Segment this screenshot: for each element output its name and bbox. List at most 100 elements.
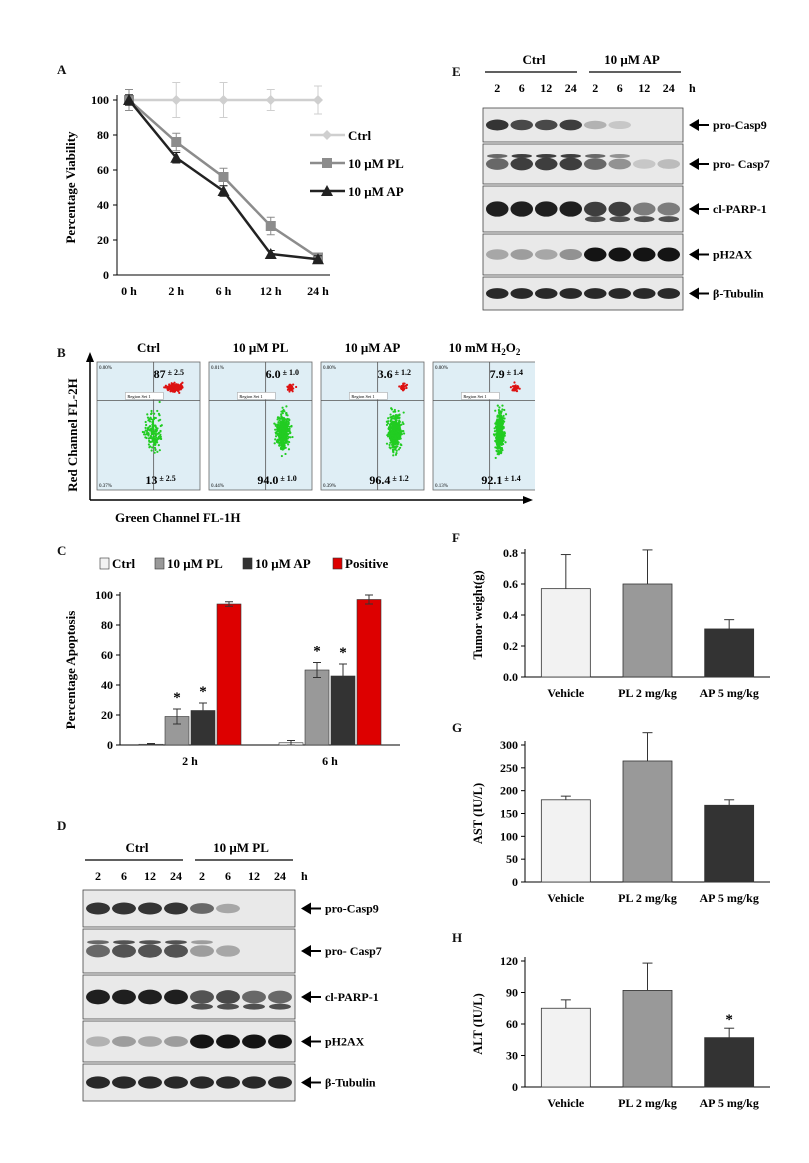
green-event	[402, 411, 405, 414]
band-arrow-head	[301, 1035, 311, 1048]
band-arrow-head	[689, 203, 699, 215]
green-event	[156, 450, 159, 453]
panel-label-f: F	[452, 530, 460, 545]
green-event	[497, 447, 500, 450]
protein-band-upper	[560, 154, 582, 158]
band-arrow-head	[689, 287, 699, 300]
green-event	[148, 420, 152, 423]
protein-band-upper	[609, 154, 631, 158]
protein-band	[112, 902, 136, 915]
green-event	[150, 429, 153, 432]
green-event	[282, 428, 286, 431]
protein-band-upper	[113, 940, 135, 945]
legend-label: 10 μM PL	[348, 156, 404, 171]
protein-band	[112, 989, 136, 1005]
green-event	[144, 426, 147, 429]
green-event	[391, 443, 394, 446]
red-event	[515, 387, 518, 390]
bar	[216, 603, 242, 746]
green-events	[273, 405, 294, 458]
y-tick-label: 30	[506, 1049, 518, 1063]
band-label: pH2AX	[713, 248, 753, 262]
green-event	[283, 422, 286, 425]
green-event	[393, 423, 396, 426]
green-event	[286, 437, 289, 440]
green-event	[154, 416, 157, 420]
region-label-box	[125, 392, 164, 400]
time-point-label: 2	[494, 81, 500, 95]
cleaved-band	[243, 1003, 265, 1010]
red-event	[286, 385, 289, 388]
cleaved-band	[658, 216, 680, 223]
protein-band	[190, 903, 214, 914]
y-axis-label: Red Channel FL-2H	[65, 378, 80, 491]
panel-label-a: A	[57, 62, 67, 77]
data-point	[265, 95, 276, 105]
y-tick-label: 60	[506, 1017, 518, 1031]
flow-plot-background	[96, 361, 201, 491]
green-event	[276, 439, 279, 442]
green-event	[156, 409, 159, 413]
green-event	[274, 435, 278, 438]
x-tick-label: PL 2 mg/kg	[618, 891, 677, 905]
green-event	[385, 423, 389, 427]
protein-band	[608, 120, 632, 130]
protein-band	[559, 157, 583, 171]
protein-band	[485, 288, 509, 299]
protein-band	[164, 1076, 188, 1089]
red-event	[181, 381, 184, 384]
protein-band	[608, 158, 632, 170]
green-event	[392, 448, 395, 451]
green-event	[154, 424, 157, 427]
green-event	[391, 422, 394, 425]
green-event	[146, 413, 149, 416]
red-event	[164, 386, 167, 389]
red-event	[177, 389, 180, 392]
green-event	[392, 414, 395, 417]
red-event	[288, 384, 291, 387]
y-tick-label: 0	[103, 268, 109, 282]
protein-band	[485, 119, 509, 131]
green-event	[160, 424, 163, 427]
green-event	[497, 441, 501, 445]
green-event	[397, 448, 401, 451]
green-event	[273, 442, 276, 445]
protein-band	[86, 989, 110, 1005]
green-event	[389, 422, 392, 426]
green-event	[496, 439, 499, 443]
band-label: β-Tubulin	[713, 287, 764, 301]
time-point-label: 6	[225, 869, 231, 883]
protein-band	[534, 201, 558, 217]
green-event	[499, 415, 503, 418]
red-event	[405, 383, 409, 386]
data-point	[170, 151, 183, 163]
protein-band	[138, 944, 162, 958]
green-event	[389, 435, 392, 438]
protein-band	[190, 990, 214, 1004]
green-event	[501, 431, 504, 434]
legend-label: 10 μM AP	[255, 556, 311, 571]
protein-band	[242, 990, 266, 1004]
y-tick-label: 60	[97, 163, 109, 177]
green-event	[277, 423, 280, 426]
green-event	[156, 427, 159, 430]
x-axis-arrowhead	[523, 496, 533, 504]
y-axis-label: Percentage Viability	[63, 131, 78, 244]
green-event	[281, 406, 284, 409]
y-tick-label: 0	[107, 738, 113, 752]
green-event	[495, 449, 498, 452]
green-event	[388, 443, 391, 446]
protein-band	[485, 201, 509, 217]
protein-band	[138, 989, 162, 1005]
protein-band	[242, 1076, 266, 1089]
blot-strip-0: pro-Casp9	[82, 889, 379, 928]
green-event	[156, 441, 159, 444]
red-event	[398, 385, 401, 388]
green-event	[147, 443, 151, 446]
y-tick-label: 0	[512, 1080, 518, 1094]
x-tick-label: PL 2 mg/kg	[618, 686, 677, 700]
green-event	[287, 421, 290, 424]
band-label: pro-Casp9	[325, 902, 379, 916]
green-event	[285, 418, 288, 422]
